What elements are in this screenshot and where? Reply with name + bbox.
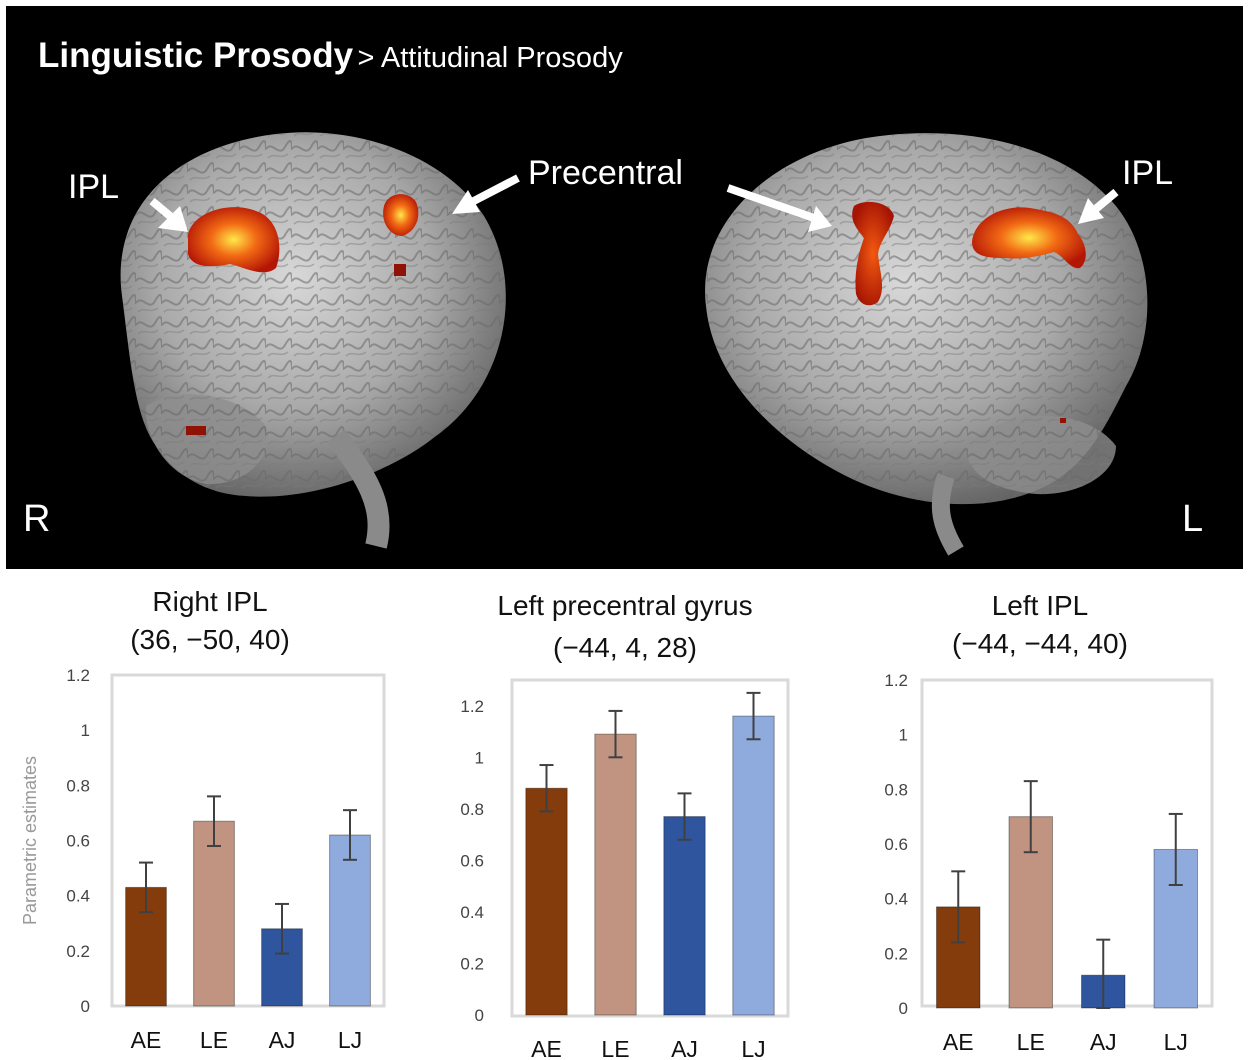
label-hemisphere-right: R [23,498,51,540]
label-ipl-left: IPL [1122,154,1174,192]
y-tick-label: 0.4 [884,890,908,909]
x-tick-label: AE [131,1027,162,1053]
y-tick-label: 0.2 [460,954,484,973]
bar-chart-svg: 0 0.2 0.4 0.6 0.8 1 1.2 AE LE AJ LJ [460,678,790,1060]
x-tick-label: AJ [1090,1029,1117,1055]
left-hemisphere-brain [705,133,1148,556]
x-tick-label: AE [531,1036,562,1060]
error-bar [746,691,761,741]
left-precentral-activation [852,201,894,306]
y-tick-label: 1 [475,748,484,767]
x-tick-label: AJ [671,1036,698,1060]
chart-subtitle: (−44, −44, 40) [952,628,1128,659]
brain-renderings [120,132,1148,556]
bar-lj [329,834,371,1007]
chart-subtitle: (36, −50, 40) [130,624,290,655]
x-tick-label: LE [1017,1029,1045,1055]
x-tick-label: LJ [1164,1029,1188,1055]
error-bar [1023,780,1038,854]
label-hemisphere-left: L [1182,498,1204,540]
error-bar [677,792,692,841]
arrow-precentral-left-icon [726,184,832,232]
bar-chart-svg: 0 0.2 0.4 0.6 0.8 1 1.2 Parametric estimates AE L… [20,666,386,1053]
title-sub: > Attitudinal Prosody [357,42,623,74]
chart-subtitle: (−44, 4, 28) [553,632,697,663]
y-tick-label: 1.2 [884,671,908,690]
y-tick-label: 1 [899,726,908,745]
bar-ae [525,787,568,1016]
bar-lj [732,715,775,1016]
arrow-ipl-left-icon [1078,188,1119,224]
chart-right-ipl: Right IPL (36, −50, 40) 0 0.2 0.4 0.6 0.8 1 1.… [0,575,420,1060]
y-tick-label: 0 [81,997,90,1016]
bar-chart-svg: 0 0.2 0.4 0.6 0.8 1 1.2 AE LE AJ LJ [884,671,1214,1055]
bar-le [594,733,637,1016]
x-tick-label: AE [943,1029,974,1055]
x-tick-label: LJ [741,1036,765,1060]
y-tick-label: 0.2 [66,942,90,961]
x-tick-label: LE [601,1036,629,1060]
x-tick-label: LE [200,1027,228,1053]
label-precentral: Precentral [528,154,683,192]
y-tick-label: 0.6 [460,851,484,870]
error-bar [539,764,554,813]
right-ipl-activation [188,207,280,273]
title-main: Linguistic Prosody [38,36,354,75]
arrow-ipl-right-icon [149,197,188,232]
label-ipl-right: IPL [68,168,120,206]
y-tick-label: 0.8 [66,776,90,795]
error-bar [207,795,221,848]
brain-activation-figure: Linguistic Prosody > Attitudinal Prosody [6,6,1243,569]
y-tick-label: 0 [899,999,908,1018]
x-tick-label: AJ [269,1027,296,1053]
y-tick-label: 0.2 [884,944,908,963]
error-bar [608,709,623,759]
chart-left-ipl: Left IPL (−44, −44, 40) 0 0.2 0.4 0.6 0.8 1 1.… [830,575,1250,1060]
y-tick-label: 0.4 [66,887,90,906]
y-tick-label: 1 [81,721,90,740]
error-bar [139,861,153,914]
y-tick-label: 1.2 [66,666,90,685]
bar-le [193,820,235,1007]
chart-title: Left IPL [991,590,1089,621]
right-precentral-activation [186,194,419,435]
figure-title: Linguistic Prosody > Attitudinal Prosody [38,36,623,76]
chart-title: Left precentral gyrus [497,590,753,621]
y-tick-label: 0 [475,1006,484,1025]
error-bar [275,902,289,955]
bar-aj [663,816,706,1016]
left-ipl-activation [972,207,1086,423]
right-hemisphere-brain [120,132,506,549]
y-tick-label: 0.4 [460,903,484,922]
chart-title: Right IPL [152,586,268,617]
error-bar [951,870,966,944]
chart-left-precentral-gyrus: Left precentral gyrus (−44, 4, 28) 0 0.2 0… [420,575,830,1060]
error-bar [1096,938,1111,1009]
arrow-precentral-right-icon [452,174,520,214]
y-tick-label: 0.6 [66,832,90,851]
error-bar [1168,812,1183,886]
y-tick-label: 1.2 [460,697,484,716]
y-tick-label: 0.8 [460,800,484,819]
error-bar [343,809,357,861]
x-tick-label: LJ [338,1027,362,1053]
y-tick-label: 0.6 [884,835,908,854]
y-axis-label: Parametric estimates [20,756,40,925]
y-tick-label: 0.8 [884,780,908,799]
